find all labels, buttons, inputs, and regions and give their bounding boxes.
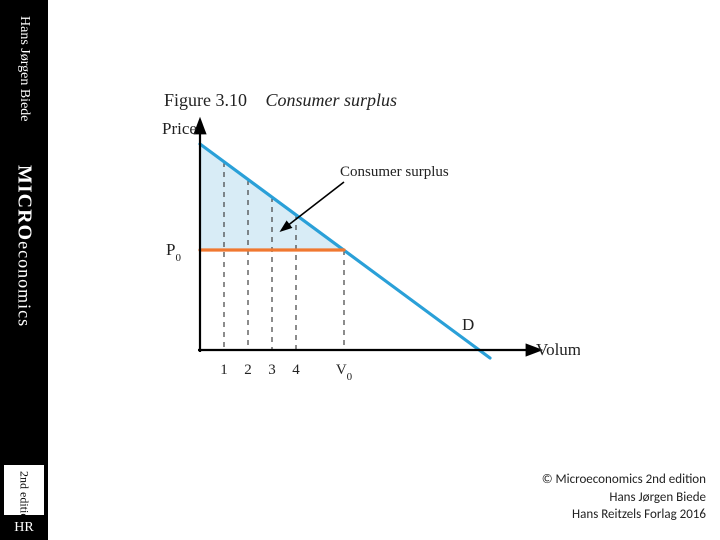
spine-logo-block: HR	[0, 515, 48, 540]
credit-line-1: © Microeconomics 2nd edition	[542, 471, 706, 489]
spine-bottom-section: 2nd edition HR	[0, 465, 48, 540]
y-axis-label: Price	[162, 119, 197, 138]
credit-line-3: Hans Reitzels Forlag 2016	[542, 506, 706, 524]
figure-number: Figure 3.10	[164, 90, 247, 110]
credit-line-2: Hans Jørgen Biede	[542, 489, 706, 507]
x-tick-v0: V0	[336, 362, 353, 383]
figure-caption: Consumer surplus	[266, 90, 398, 110]
spine-title: MICROeconomics	[13, 165, 36, 327]
consumer-surplus-chart: Price Volume P0 1234 V0 D Consumer surplus	[140, 100, 580, 420]
x-tick-label: 4	[292, 362, 300, 378]
surplus-label: Consumer surplus	[340, 164, 449, 180]
x-tick-label: 2	[244, 362, 252, 378]
figure-title: Figure 3.10 Consumer surplus	[164, 90, 397, 111]
spine-edition-block: 2nd edition	[0, 465, 48, 515]
price-p0-label: P0	[166, 240, 181, 264]
demand-label: D	[462, 315, 474, 334]
x-tick-label: 1	[220, 362, 228, 378]
surplus-arrow	[282, 182, 344, 230]
spine-title-big: MICRO	[14, 165, 36, 241]
book-spine-sidebar: Hans Jørgen Biede MICROeconomics 2nd edi…	[0, 0, 48, 540]
x-tick-label: 3	[268, 362, 276, 378]
spine-title-small: economics	[15, 241, 35, 327]
credits-block: © Microeconomics 2nd edition Hans Jørgen…	[542, 471, 706, 524]
spine-author: Hans Jørgen Biede	[16, 16, 32, 122]
x-axis-label: Volume	[536, 340, 580, 359]
publisher-logo: HR	[14, 520, 33, 536]
figure-container: Figure 3.10 Consumer surplus PriceVolume…	[140, 100, 580, 440]
spine-black-section: Hans Jørgen Biede MICROeconomics	[0, 0, 48, 465]
